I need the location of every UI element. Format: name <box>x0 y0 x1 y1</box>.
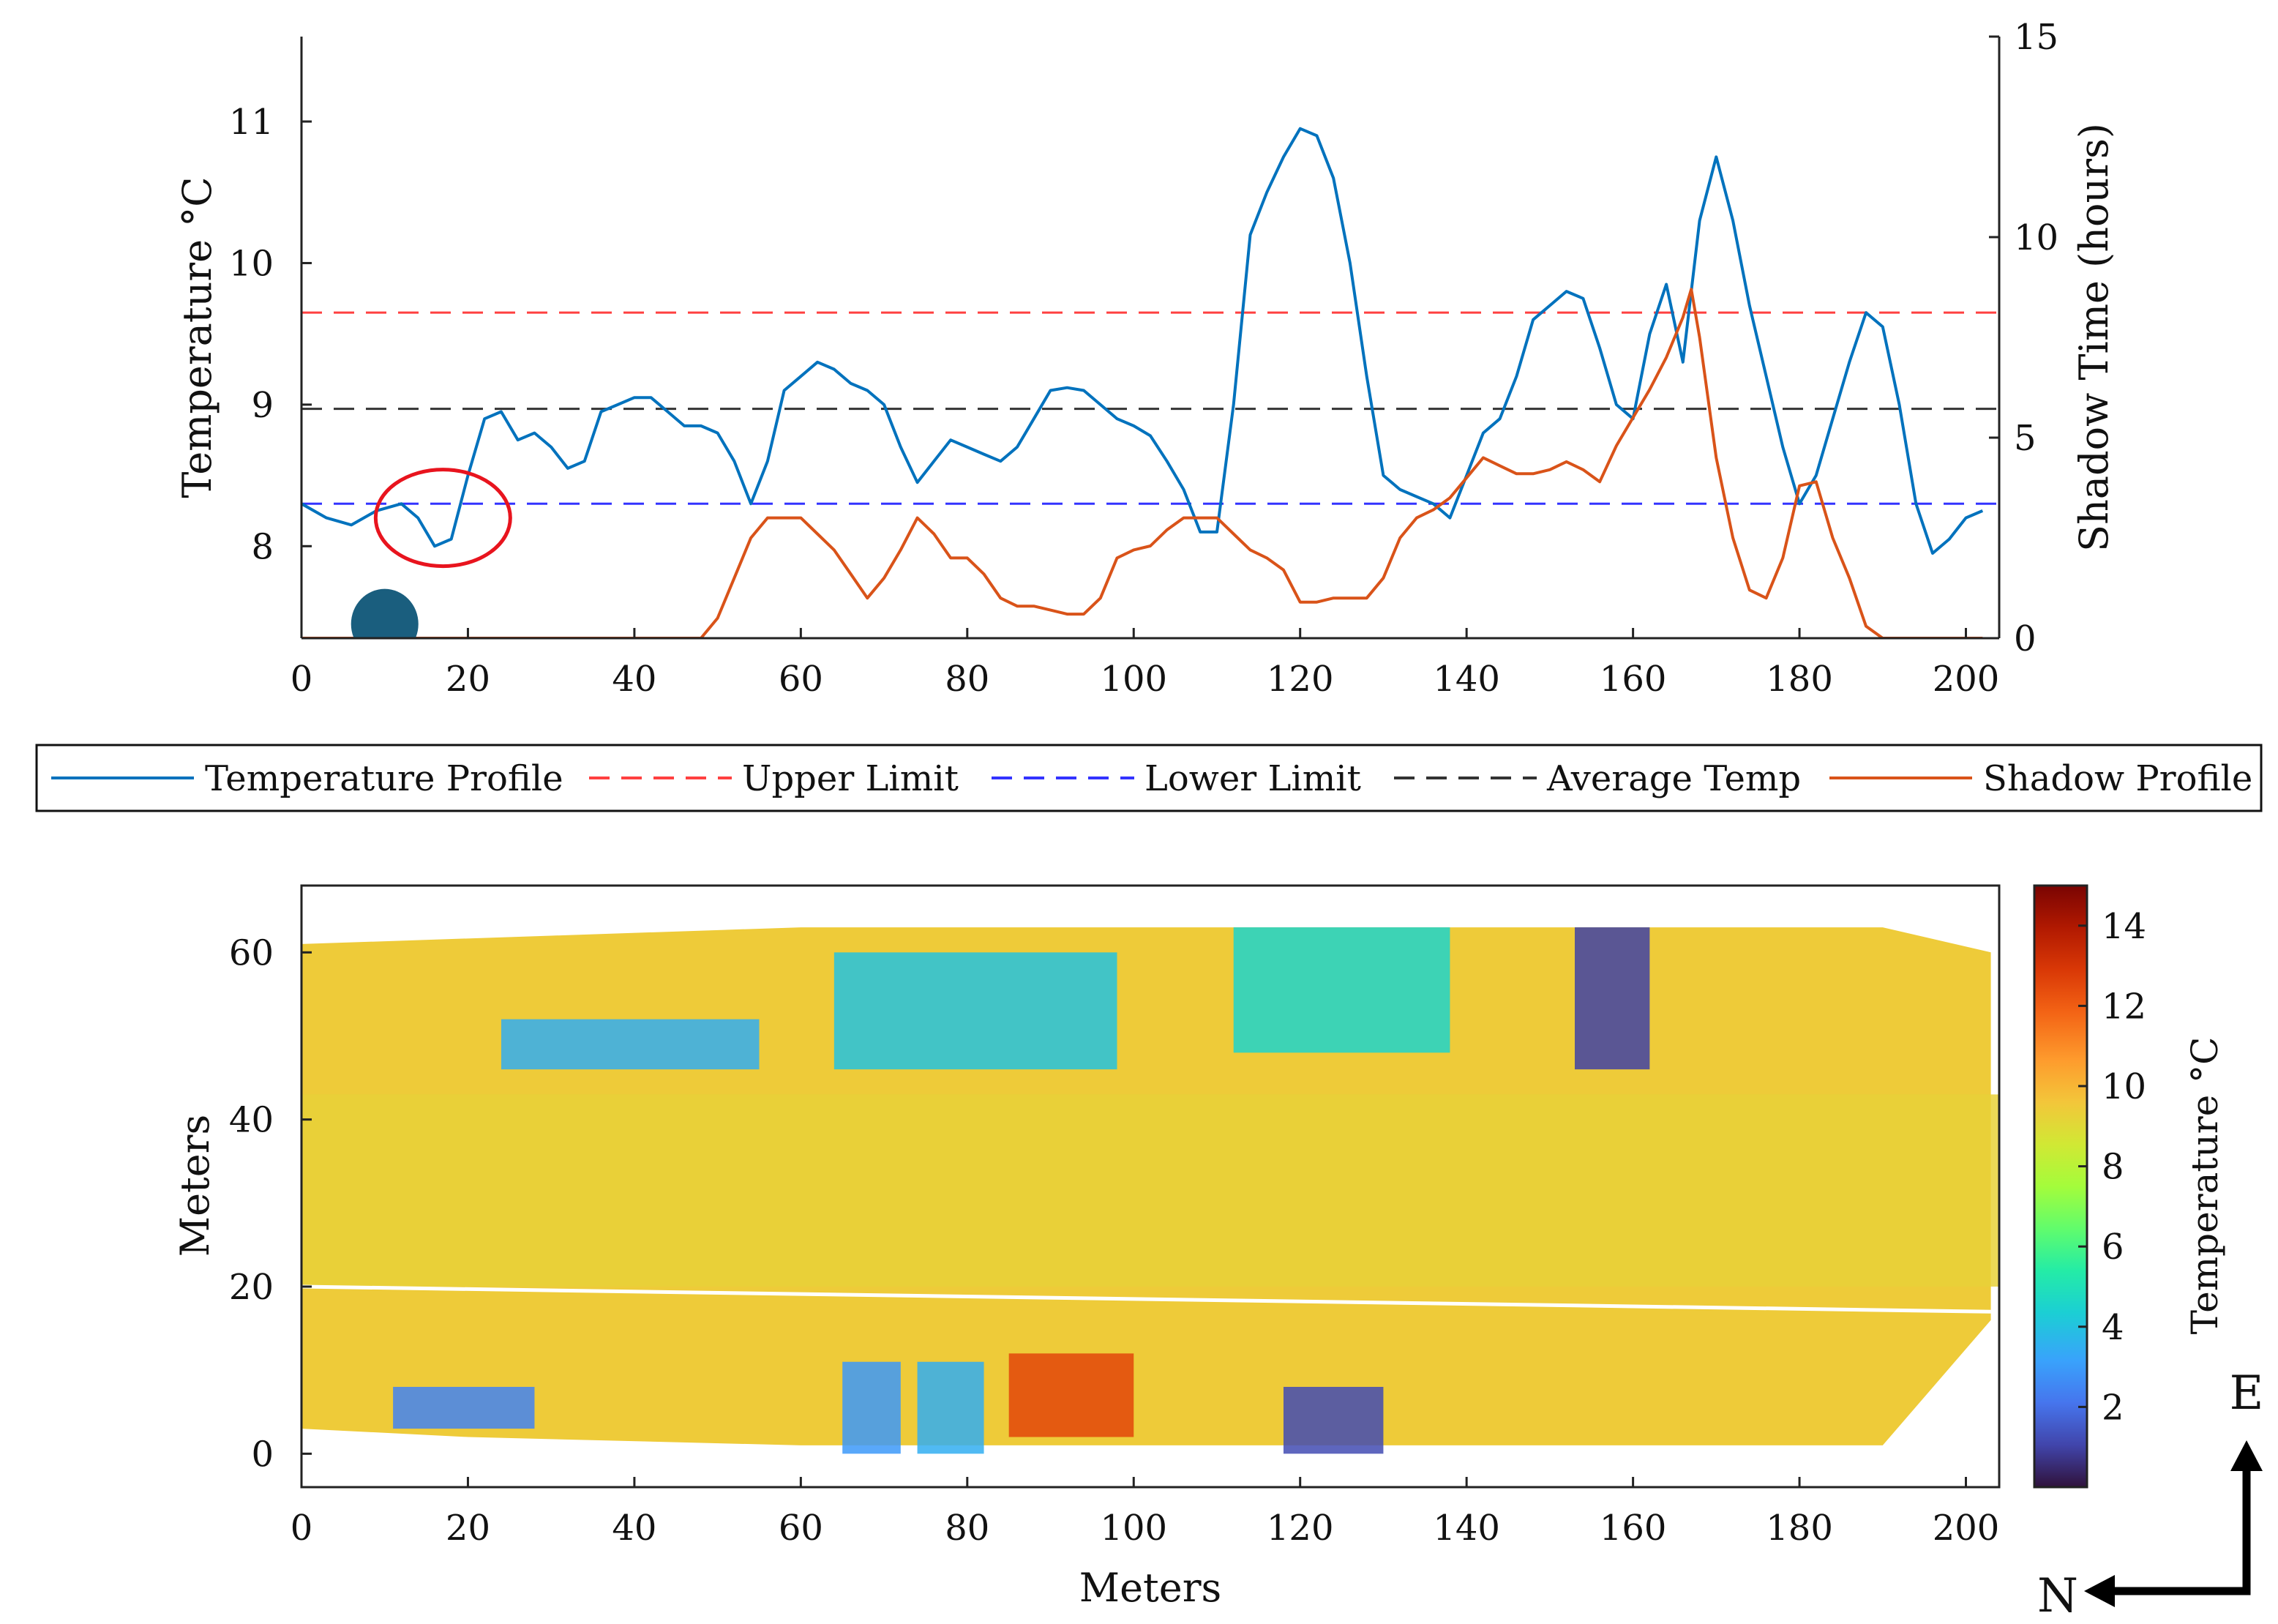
map-x-tick-label: 100 <box>1100 1508 1167 1549</box>
x-tick-label: 200 <box>1933 659 2000 700</box>
annotation-marker-dot <box>351 588 419 638</box>
map-frame <box>300 884 2001 1489</box>
map-region-north-dark-block <box>1575 927 1650 1070</box>
legend-label-average: Average Temp <box>1546 758 1801 799</box>
map-region-south-shaded-lot <box>393 1387 535 1429</box>
map-x-tick-label: 80 <box>945 1508 989 1549</box>
compass-arrow-lines <box>2107 1467 2251 1595</box>
colorbar-ticks: 2 4 6 8 10 12 14 <box>2078 906 2146 1428</box>
y-right-tick-label: 5 <box>2014 418 2037 459</box>
y-left-tick-label: 9 <box>251 385 274 426</box>
shadow-axis-label: Shadow Time (hours) <box>2071 123 2117 552</box>
x-tick-label: 40 <box>612 659 656 700</box>
colorbar-tick-label: 2 <box>2102 1387 2124 1428</box>
map-y-axis-label: Meters <box>172 1115 218 1257</box>
x-tick-label: 140 <box>1433 659 1500 700</box>
map-x-tick-label: 40 <box>612 1508 656 1549</box>
compass-east-label: E <box>2230 1366 2264 1421</box>
x-tick-label: 60 <box>779 659 823 700</box>
colorbar-gradient <box>2033 884 2088 1489</box>
profile-tick-labels: 0 20 40 60 80 100 120 140 160 180 200 8 9 10 11 0 5 10 15 <box>229 17 2058 700</box>
shadow-profile-line <box>301 288 1983 638</box>
compass-north-label: N <box>2037 1569 2078 1623</box>
legend-label-upper: Upper Limit <box>742 758 959 799</box>
x-tick-label: 120 <box>1267 659 1334 700</box>
map-x-tick-label: 120 <box>1267 1508 1334 1549</box>
map-tick-labels: 0 20 40 60 80 100 120 140 160 180 200 0 20 40 60 <box>229 932 1999 1549</box>
x-tick-label: 20 <box>446 659 490 700</box>
map-x-tick-label: 60 <box>779 1508 823 1549</box>
compass-east-arrowhead <box>2230 1440 2263 1471</box>
map-x-tick-label: 180 <box>1766 1508 1833 1549</box>
map-x-tick-label: 20 <box>446 1508 490 1549</box>
y-left-tick-label: 11 <box>229 102 274 143</box>
x-tick-label: 180 <box>1766 659 1833 700</box>
y-right-tick-label: 0 <box>2014 618 2037 659</box>
colorbar-tick-label: 8 <box>2102 1147 2124 1188</box>
colorbar-tick-label: 12 <box>2102 986 2146 1027</box>
map-x-tick-label: 140 <box>1433 1508 1500 1549</box>
map-x-axis-label: Meters <box>1079 1565 1221 1611</box>
profile-axes <box>300 37 2001 640</box>
map-region-south-shaded-strip-2 <box>917 1361 984 1454</box>
map-region-north-building-2 <box>833 952 1117 1070</box>
legend-label-temperature: Temperature Profile <box>205 758 563 799</box>
map-x-tick-label: 0 <box>291 1508 313 1549</box>
map-region-south-building-warm <box>1008 1353 1134 1437</box>
map-y-tick-label: 0 <box>251 1434 274 1475</box>
y-right-tick-label: 10 <box>2014 217 2058 258</box>
colorbar-label: Temperature °C <box>2184 1037 2226 1335</box>
map-x-tick-label: 160 <box>1600 1508 1667 1549</box>
x-tick-label: 160 <box>1600 659 1667 700</box>
x-tick-label: 80 <box>945 659 989 700</box>
map-y-tick-label: 20 <box>229 1267 274 1308</box>
thermal-map-area <box>301 927 1999 1454</box>
colorbar-tick-label: 6 <box>2102 1227 2124 1268</box>
y-left-tick-label: 10 <box>229 243 274 284</box>
colorbar: 2 4 6 8 10 12 14 Temperature °C <box>2033 884 2226 1489</box>
y-right-tick-label: 15 <box>2014 17 2058 58</box>
legend-label-shadow: Shadow Profile <box>1983 758 2252 799</box>
x-tick-label: 100 <box>1100 659 1167 700</box>
map-y-tick-label: 40 <box>229 1100 274 1141</box>
map-region-south-shaded-strip-1 <box>842 1361 901 1454</box>
x-tick-label: 0 <box>291 659 313 700</box>
profile-plot-area <box>301 127 1999 638</box>
temperature-profile-line <box>301 127 1984 555</box>
map-region-road-surface <box>301 1094 1999 1287</box>
road-edge-line <box>301 1284 1991 1314</box>
map-region-north-building-1 <box>501 1019 760 1070</box>
map-region-north-building-3 <box>1233 927 1450 1053</box>
colorbar-tick-label: 14 <box>2102 906 2146 947</box>
chart-legend: Temperature Profile Upper Limit Lower Li… <box>35 744 2263 812</box>
thermal-map-chart: 0 20 40 60 80 100 120 140 160 180 200 0 20 40 60 Meter… <box>172 884 2226 1611</box>
compass: E N <box>2037 1366 2263 1623</box>
annotation-red-circle <box>373 468 512 569</box>
map-y-tick-label: 60 <box>229 932 274 973</box>
colorbar-tick-label: 4 <box>2102 1307 2124 1348</box>
map-x-tick-label: 200 <box>1933 1508 2000 1549</box>
temperature-axis-label: Temperature °C <box>174 176 220 498</box>
legend-label-lower: Lower Limit <box>1144 758 1361 799</box>
map-region-south-dark-block <box>1283 1387 1384 1454</box>
y-left-tick-label: 8 <box>251 526 274 567</box>
colorbar-tick-label: 10 <box>2102 1066 2146 1107</box>
temperature-profile-chart: 0 20 40 60 80 100 120 140 160 180 200891011051015 … <box>174 17 2117 700</box>
compass-north-arrowhead <box>2084 1575 2115 1607</box>
